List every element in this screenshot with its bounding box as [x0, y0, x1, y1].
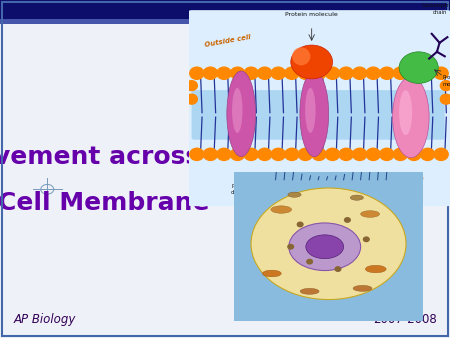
Circle shape	[288, 244, 293, 249]
Circle shape	[420, 148, 435, 161]
Circle shape	[420, 67, 435, 79]
Circle shape	[244, 67, 258, 79]
Circle shape	[339, 67, 353, 79]
Circle shape	[285, 148, 299, 161]
Circle shape	[393, 148, 407, 161]
Circle shape	[345, 218, 350, 222]
Text: Inside cell: Inside cell	[383, 174, 423, 184]
Bar	[0, 19, 450, 24]
Text: Carbohydrate
chain: Carbohydrate chain	[421, 3, 450, 15]
Ellipse shape	[305, 88, 315, 133]
Text: Outside cell: Outside cell	[205, 34, 252, 48]
Text: Protein molecule: Protein molecule	[285, 12, 338, 17]
Ellipse shape	[300, 288, 319, 294]
Circle shape	[325, 148, 340, 161]
Circle shape	[312, 148, 326, 161]
Text: 2007-2008: 2007-2008	[373, 313, 436, 326]
Circle shape	[339, 148, 353, 161]
Ellipse shape	[300, 71, 328, 156]
Text: Protein
molecule: Protein molecule	[442, 75, 450, 87]
Ellipse shape	[360, 211, 379, 217]
Ellipse shape	[365, 265, 386, 273]
Circle shape	[298, 67, 312, 79]
Bar	[0, 0, 450, 19]
Ellipse shape	[232, 88, 243, 133]
Circle shape	[434, 148, 448, 161]
FancyBboxPatch shape	[228, 165, 432, 332]
Ellipse shape	[392, 77, 429, 158]
Circle shape	[271, 148, 285, 161]
Circle shape	[407, 148, 421, 161]
Circle shape	[258, 148, 272, 161]
Circle shape	[366, 67, 380, 79]
Circle shape	[312, 67, 326, 79]
Circle shape	[380, 148, 394, 161]
Ellipse shape	[271, 206, 292, 213]
Circle shape	[380, 67, 394, 79]
Circle shape	[353, 148, 367, 161]
Ellipse shape	[399, 52, 438, 83]
Circle shape	[230, 148, 245, 161]
Ellipse shape	[262, 270, 281, 277]
Circle shape	[190, 148, 204, 161]
Circle shape	[203, 67, 217, 79]
Circle shape	[441, 94, 450, 104]
Ellipse shape	[306, 235, 344, 259]
Ellipse shape	[291, 45, 333, 79]
Circle shape	[217, 67, 231, 79]
Circle shape	[230, 67, 245, 79]
Text: Cell Membrane: Cell Membrane	[0, 191, 209, 215]
Ellipse shape	[350, 195, 364, 200]
Circle shape	[364, 237, 369, 242]
Circle shape	[393, 67, 407, 79]
Ellipse shape	[353, 285, 372, 291]
Circle shape	[258, 67, 272, 79]
Ellipse shape	[288, 192, 301, 197]
Circle shape	[297, 222, 303, 227]
Circle shape	[190, 67, 204, 79]
Circle shape	[441, 81, 450, 91]
Circle shape	[366, 148, 380, 161]
Text: Movement across the: Movement across the	[0, 145, 256, 169]
Circle shape	[325, 67, 340, 79]
Circle shape	[307, 259, 312, 264]
Circle shape	[203, 148, 217, 161]
Text: AP Biology: AP Biology	[14, 313, 76, 326]
Ellipse shape	[289, 223, 360, 270]
Ellipse shape	[227, 71, 256, 156]
Circle shape	[186, 94, 198, 104]
Circle shape	[434, 67, 448, 79]
FancyBboxPatch shape	[225, 164, 429, 324]
Ellipse shape	[399, 90, 412, 135]
Circle shape	[298, 148, 312, 161]
Circle shape	[244, 148, 258, 161]
Circle shape	[407, 67, 421, 79]
Circle shape	[285, 67, 299, 79]
Text: Lipids
(bilayer): Lipids (bilayer)	[321, 184, 344, 195]
Circle shape	[335, 267, 341, 271]
Circle shape	[353, 67, 367, 79]
Circle shape	[217, 148, 231, 161]
Text: Protein
channel: Protein channel	[231, 184, 252, 195]
FancyBboxPatch shape	[192, 90, 445, 140]
Circle shape	[186, 81, 198, 91]
Ellipse shape	[251, 188, 406, 299]
FancyBboxPatch shape	[188, 10, 450, 206]
Circle shape	[271, 67, 285, 79]
Ellipse shape	[292, 47, 310, 65]
